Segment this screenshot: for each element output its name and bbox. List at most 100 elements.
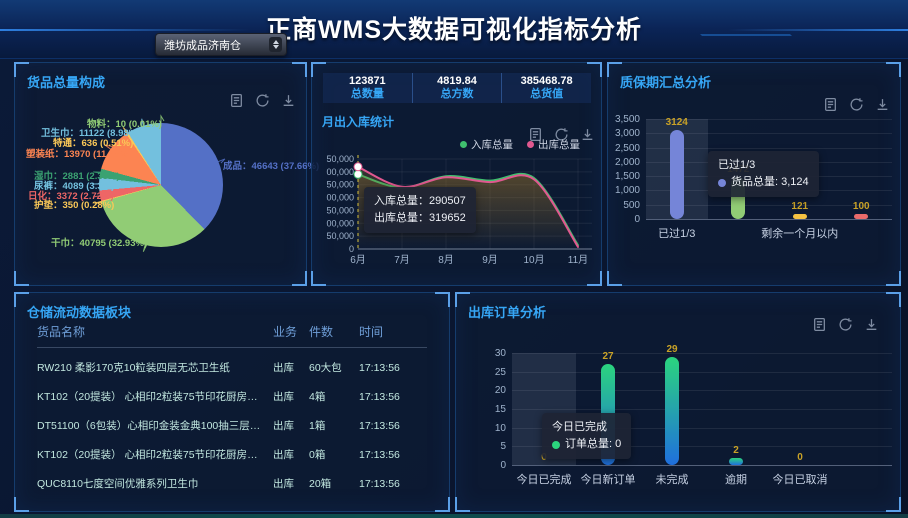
bar[interactable]: [792, 214, 807, 219]
document-icon[interactable]: [812, 317, 827, 332]
cell-count: 4箱: [309, 391, 326, 403]
refresh-icon[interactable]: [255, 93, 270, 108]
refresh-icon[interactable]: [838, 317, 853, 332]
legend-item-inbound[interactable]: 入库总量: [460, 137, 513, 152]
y-axis-tick: 500: [623, 199, 640, 211]
document-icon[interactable]: [528, 127, 543, 142]
stat-value: 123871: [348, 75, 386, 87]
stat-label: 总数量: [350, 88, 384, 100]
panel-title: 货品总量构成: [27, 75, 106, 90]
y-axis-tick: 0: [349, 244, 354, 254]
y-axis-tick: 1,500: [614, 171, 640, 183]
pie-slice-label: 成品：46643 (37.66%): [223, 161, 320, 172]
x-axis-label: 9月: [482, 254, 498, 266]
warehouse-dropdown-value: 潍坊成品济南仓: [164, 39, 241, 52]
panel-title: 仓储流动数据板块: [27, 305, 132, 320]
y-axis-tick: 0: [634, 214, 640, 225]
legend-item-outbound[interactable]: 出库总量: [527, 137, 580, 152]
panel-toolbar: [812, 317, 879, 332]
y-axis-tick: 1,000: [614, 185, 640, 197]
download-icon[interactable]: [875, 97, 890, 112]
panel-toolbar: [229, 93, 296, 108]
page-title: 正商WMS大数据可视化指标分析: [265, 16, 643, 44]
x-axis-label: 已过1/3: [658, 228, 696, 240]
column-header-count: 件数: [309, 325, 334, 339]
goods-pie-chart[interactable]: [99, 123, 223, 247]
table-row: RW210 柔影170克10粒装四层无芯卫生纸 出库 60大包 17:13:56: [37, 353, 427, 382]
bar-value-label: 2: [733, 444, 739, 456]
document-icon[interactable]: [823, 97, 838, 112]
y-axis-tick: 00,000: [326, 193, 354, 203]
y-axis-tick: 00,000: [326, 167, 354, 177]
tooltip-title: 已过1/3: [718, 159, 756, 171]
y-axis-tick: 3,000: [614, 128, 640, 140]
pie-slice-label: 塑装纸：13970 (11.28%): [26, 149, 132, 160]
cell-business: 出库: [273, 449, 294, 461]
x-axis-label: 剩余一个月以内: [761, 228, 839, 240]
refresh-icon[interactable]: [849, 97, 864, 112]
table-row: DT51100（6包装）心相印金装金典100抽三层塑装纸面巾出库 1箱 17:13:…: [37, 411, 427, 440]
download-icon[interactable]: [281, 93, 296, 108]
panel-toolbar: [528, 127, 595, 142]
panel-toolbar: [823, 97, 890, 112]
cell-name: KT102（20提装） 心相印2粒装75节印花厨房纸巾: [37, 449, 269, 461]
x-axis-label: 今日新订单: [580, 474, 636, 486]
stat-label: 总货值: [530, 88, 564, 100]
pie-slice-label: 卫生巾：11122 (8.98%): [41, 128, 141, 139]
y-axis-tick: 5: [500, 441, 506, 453]
bar-value-label: 100: [852, 201, 870, 212]
document-icon[interactable]: [229, 93, 244, 108]
bar-value-label: 27: [602, 351, 614, 363]
bar-value-label: 121: [791, 201, 809, 212]
stat-value: 4819.84: [437, 75, 477, 87]
panel-goods-composition: 货品总量构成 成品：46643 (37.66%) 干巾：40795 (32.93%…: [14, 62, 319, 286]
warehouse-dropdown[interactable]: 潍坊成品济南仓: [155, 33, 287, 56]
table-body: RW210 柔影170克10粒装四层无芯卫生纸 出库 60大包 17:13:56 KT1…: [37, 353, 427, 498]
tooltip-title: 今日已完成: [552, 421, 607, 433]
legend-dot: [460, 141, 467, 148]
column-header-time: 时间: [359, 325, 384, 339]
tooltip-row: 货品总量: 3,124: [731, 176, 809, 188]
pie-slice-label: 护垫：350 (0.28%): [34, 200, 115, 211]
panel-corner: [587, 62, 602, 77]
column-header-business: 业务: [273, 325, 298, 339]
panel-monthly-stock: 123871 总数量 4819.84 总方数 385468.78 总货值 月出入…: [311, 62, 602, 286]
y-axis-tick: 0: [500, 460, 506, 471]
header-accent-line: [0, 29, 250, 31]
y-axis-tick: 2,000: [614, 156, 640, 168]
download-icon[interactable]: [580, 127, 595, 142]
y-axis-tick: 50,000: [326, 154, 354, 164]
x-axis-label: 6月: [350, 254, 366, 266]
download-icon[interactable]: [864, 317, 879, 332]
cell-time: 17:13:56: [359, 477, 400, 490]
y-axis-tick: 2,500: [614, 142, 640, 154]
dropdown-arrows-icon: [269, 37, 282, 52]
orders-tooltip: 今日已完成 订单总量: 0: [542, 413, 632, 459]
x-axis-label: 11月: [568, 254, 588, 266]
bar[interactable]: [854, 214, 869, 219]
x-axis-label: 今日已取消: [772, 474, 828, 486]
cell-business: 出库: [273, 391, 294, 403]
pie-slice-label: 日化：3372 (2.72%): [28, 191, 114, 202]
panel-title: 出库订单分析: [468, 305, 547, 320]
cell-count: 60大包: [309, 362, 342, 374]
footer-strip: [0, 514, 908, 518]
cell-count: 0箱: [309, 449, 326, 461]
x-axis-label: 7月: [394, 254, 410, 266]
y-axis-tick: 30: [494, 348, 506, 359]
bar[interactable]: [729, 457, 743, 465]
panel-corner: [435, 292, 450, 307]
bar[interactable]: [665, 356, 679, 465]
bar-value-label: 0: [797, 452, 803, 463]
x-axis-label: 逾期: [725, 474, 747, 486]
cell-business: 出库: [273, 420, 294, 432]
bar[interactable]: [669, 129, 684, 219]
cell-name: KT102（20提装） 心相印2粒装75节印花厨房纸巾: [37, 391, 269, 403]
warranty-tooltip: 已过1/3 货品总量: 3,124: [708, 151, 819, 197]
panel-warehouse-flow: 仓储流动数据板块 货品名称 业务 件数 时间 RW210 柔影170克10粒装四…: [14, 292, 450, 512]
refresh-icon[interactable]: [554, 127, 569, 142]
y-axis-tick: 00,000: [326, 218, 354, 228]
bar-value-label: 3124: [665, 116, 688, 128]
panel-corner: [886, 62, 901, 77]
cell-time: 17:13:56: [359, 448, 400, 461]
